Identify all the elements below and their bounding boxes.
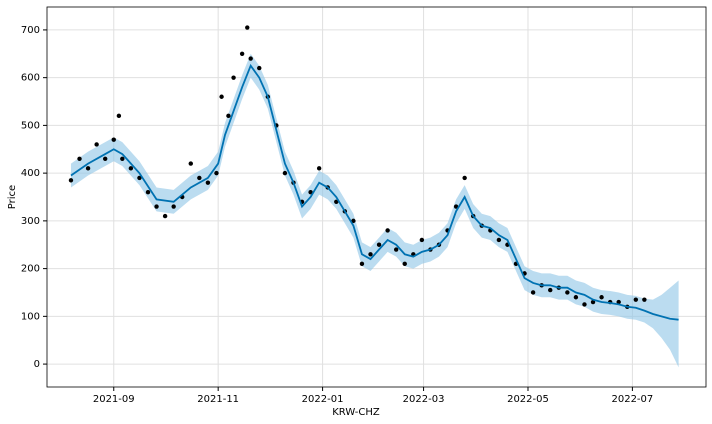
observed-point [68, 178, 74, 183]
observed-point [359, 261, 365, 267]
observed-point [231, 75, 236, 80]
observed-point [137, 175, 142, 181]
y-tick-label: 600 [21, 73, 40, 84]
observed-point [85, 166, 91, 171]
observed-point [368, 252, 373, 257]
x-tick-label: 2022-07 [611, 394, 653, 405]
observed-point [197, 175, 202, 181]
y-axis-label: Price [7, 185, 18, 209]
observed-point [77, 156, 82, 162]
observed-point [402, 261, 407, 267]
observed-point [245, 25, 250, 30]
observed-point [385, 228, 390, 233]
observed-point [393, 247, 399, 252]
observed-point [548, 287, 553, 293]
observed-point [582, 302, 587, 307]
y-tick-label: 300 [21, 216, 40, 227]
uncertainty-band [70, 53, 679, 368]
observed-point [453, 204, 459, 209]
y-tick-label: 100 [21, 311, 40, 322]
observed-point [145, 190, 151, 195]
observed-point [128, 166, 134, 171]
observed-point [162, 213, 168, 219]
y-tick-label: 0 [34, 359, 40, 370]
observed-point [351, 218, 356, 224]
observed-point [573, 295, 579, 300]
plot-frame [46, 6, 707, 388]
x-tick-label: 2021-11 [197, 394, 239, 405]
observed-point [226, 113, 231, 119]
observed-point [239, 51, 245, 56]
forecast-line [70, 63, 679, 321]
x-tick-label: 2022-03 [403, 394, 445, 405]
observed-point [282, 170, 288, 176]
observed-point [219, 94, 224, 99]
observed-point [633, 297, 639, 302]
observed-point [214, 170, 219, 176]
observed-point [111, 137, 116, 142]
observed-point [102, 156, 108, 162]
observed-point [496, 237, 502, 243]
observed-point [565, 290, 570, 295]
x-tick-label: 2022-01 [302, 394, 344, 405]
observed-point [376, 242, 382, 247]
observed-point [248, 56, 253, 61]
y-tick-label: 700 [21, 25, 40, 36]
observed-point [462, 175, 467, 181]
x-tick-label: 2021-09 [93, 394, 135, 405]
observed-point [308, 190, 313, 195]
observed-point [257, 65, 262, 71]
observed-point [154, 204, 159, 209]
observed-point [188, 161, 193, 166]
observed-point [171, 204, 176, 209]
y-tick-label: 200 [21, 264, 40, 275]
y-tick-label: 400 [21, 168, 40, 179]
observed-point [419, 237, 425, 243]
y-tick-label: 500 [21, 120, 40, 131]
x-axis-label: KRW-CHZ [332, 407, 380, 418]
x-tick-label: 2022-05 [507, 394, 549, 405]
observed-point [642, 297, 647, 302]
observed-point [116, 113, 122, 119]
observed-point [334, 199, 339, 204]
observed-point [590, 299, 596, 305]
observed-point [530, 290, 536, 295]
observed-point [205, 180, 211, 185]
observed-point [120, 156, 125, 162]
observed-point [316, 166, 322, 171]
observed-point [616, 299, 621, 305]
observed-point [94, 142, 99, 147]
observed-point [599, 295, 604, 300]
